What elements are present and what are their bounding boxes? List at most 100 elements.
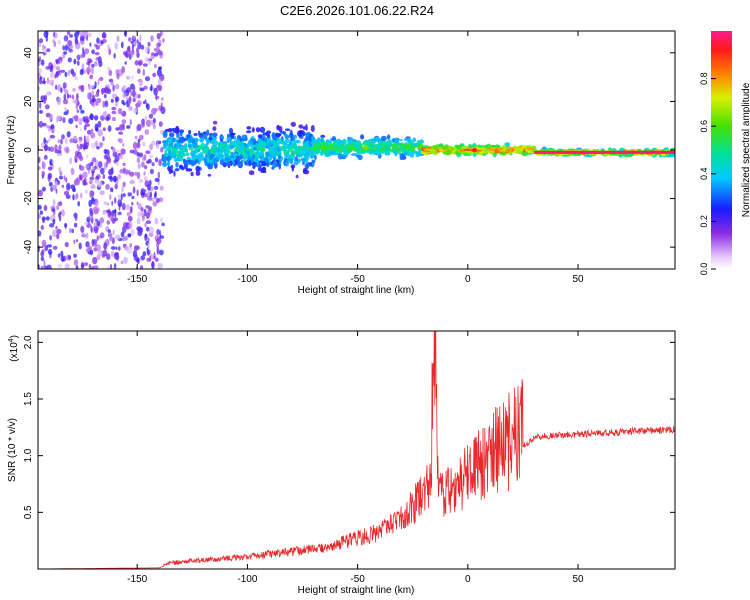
heatmap-cell <box>154 217 159 225</box>
heatmap-cell <box>87 169 91 175</box>
heatmap-cell <box>80 261 84 269</box>
heatmap-cell <box>73 58 77 65</box>
heatmap-cell <box>46 264 52 269</box>
heatmap-cell <box>213 152 216 156</box>
heatmap-cell <box>471 148 478 153</box>
heatmap-cell <box>97 120 102 128</box>
heatmap-cell <box>381 145 387 152</box>
heatmap-cell <box>104 110 107 117</box>
heatmap-cell <box>64 71 68 78</box>
heatmap-cell <box>131 75 134 80</box>
heatmap-cell <box>152 117 156 124</box>
heatmap-cell <box>251 127 255 133</box>
heatmap-cell <box>52 184 57 191</box>
heatmap-cell <box>65 44 68 51</box>
heatmap-cell <box>230 132 236 136</box>
heatmap-cell <box>47 172 53 180</box>
heatmap-cell <box>48 79 53 85</box>
heatmap-cell <box>39 76 43 80</box>
heatmap-cell <box>52 199 56 207</box>
heatmap-cell <box>224 153 227 158</box>
heatmap-cell <box>323 148 329 155</box>
heatmap-cell <box>145 102 148 109</box>
heatmap-cell <box>52 245 58 250</box>
heatmap-cell <box>252 161 257 168</box>
colorbar-tick-label: 0.6 <box>699 120 709 133</box>
heatmap-cell <box>113 252 119 260</box>
heatmap-cell <box>394 152 399 155</box>
heatmap-cell <box>305 132 311 138</box>
heatmap-y-axis-label: Frequency (Hz) <box>6 116 17 185</box>
heatmap-cell <box>136 189 139 197</box>
heatmap-cell <box>43 259 46 268</box>
heatmap-cell <box>147 184 151 191</box>
heatmap-cell <box>121 186 124 193</box>
heatmap-cell <box>49 146 55 152</box>
heatmap-cell <box>207 173 212 177</box>
heatmap-cell <box>267 143 271 148</box>
heatmap-cell <box>38 204 42 210</box>
heatmap-cell <box>53 31 56 38</box>
heatmap-cell <box>56 205 59 211</box>
heatmap-cell <box>83 69 87 75</box>
heatmap-cell <box>148 113 154 119</box>
heatmap-cell <box>224 144 230 151</box>
snr-y-axis-label: SNR (10 * v/v) <box>7 418 18 482</box>
heatmap-cell <box>160 102 163 109</box>
heatmap-cell <box>63 93 67 101</box>
heatmap-cell <box>182 138 189 141</box>
heatmap-cell <box>405 136 411 139</box>
heatmap-cell <box>308 136 311 142</box>
heatmap-cell <box>67 57 73 63</box>
heatmap-cell <box>76 93 79 100</box>
heatmap-cell <box>104 155 108 160</box>
heatmap-cell <box>136 52 140 58</box>
heatmap-cell <box>158 159 162 167</box>
heatmap-cell <box>275 133 282 138</box>
heatmap-cell <box>394 137 398 142</box>
heatmap-cell <box>60 87 63 93</box>
heatmap-cell <box>118 202 122 207</box>
heatmap-cell <box>78 138 82 144</box>
heatmap-cell <box>127 97 131 105</box>
snr-x-ticks: -150 -100 -50 0 50 <box>127 331 584 585</box>
heatmap-cell <box>337 153 343 160</box>
heatmap-cell <box>494 149 500 153</box>
heatmap-cell <box>121 66 125 74</box>
heatmap-cell <box>102 127 106 131</box>
heatmap-cell <box>79 192 83 199</box>
heatmap-cell <box>59 170 63 177</box>
heatmap-cell <box>88 215 94 219</box>
heatmap-cell <box>73 253 77 258</box>
heatmap-cell <box>48 137 51 142</box>
heatmap-cell <box>125 75 131 80</box>
heatmap-cell <box>56 233 60 240</box>
heatmap-cell <box>90 67 94 75</box>
heatmap-cell <box>99 190 105 196</box>
heatmap-cell <box>298 149 303 156</box>
heatmap-cell <box>316 149 319 156</box>
heatmap-cell <box>153 63 157 69</box>
heatmap-cell <box>49 71 55 79</box>
heatmap-cell <box>59 211 62 216</box>
heatmap-cell <box>114 212 117 218</box>
heatmap-cell <box>504 142 511 146</box>
snr-x-tick-label: 50 <box>572 574 584 585</box>
heatmap-cell <box>204 143 208 151</box>
heatmap-cell <box>58 69 61 73</box>
heatmap-cell <box>137 203 142 210</box>
heatmap-cell <box>47 248 53 255</box>
heatmap-cell <box>256 150 259 154</box>
heatmap-cell <box>337 151 343 155</box>
heatmap-cell <box>151 261 154 269</box>
heatmap-cell <box>134 60 139 66</box>
heatmap-cell <box>134 135 138 140</box>
heatmap-cell <box>620 148 625 152</box>
heatmap-cell <box>342 146 346 151</box>
heatmap-cell <box>65 146 70 154</box>
heatmap-cell <box>122 181 126 188</box>
heatmap-cell <box>213 149 220 154</box>
heatmap-cell <box>41 186 46 192</box>
heatmap-cell <box>97 129 103 137</box>
heatmap-cell <box>229 145 235 149</box>
